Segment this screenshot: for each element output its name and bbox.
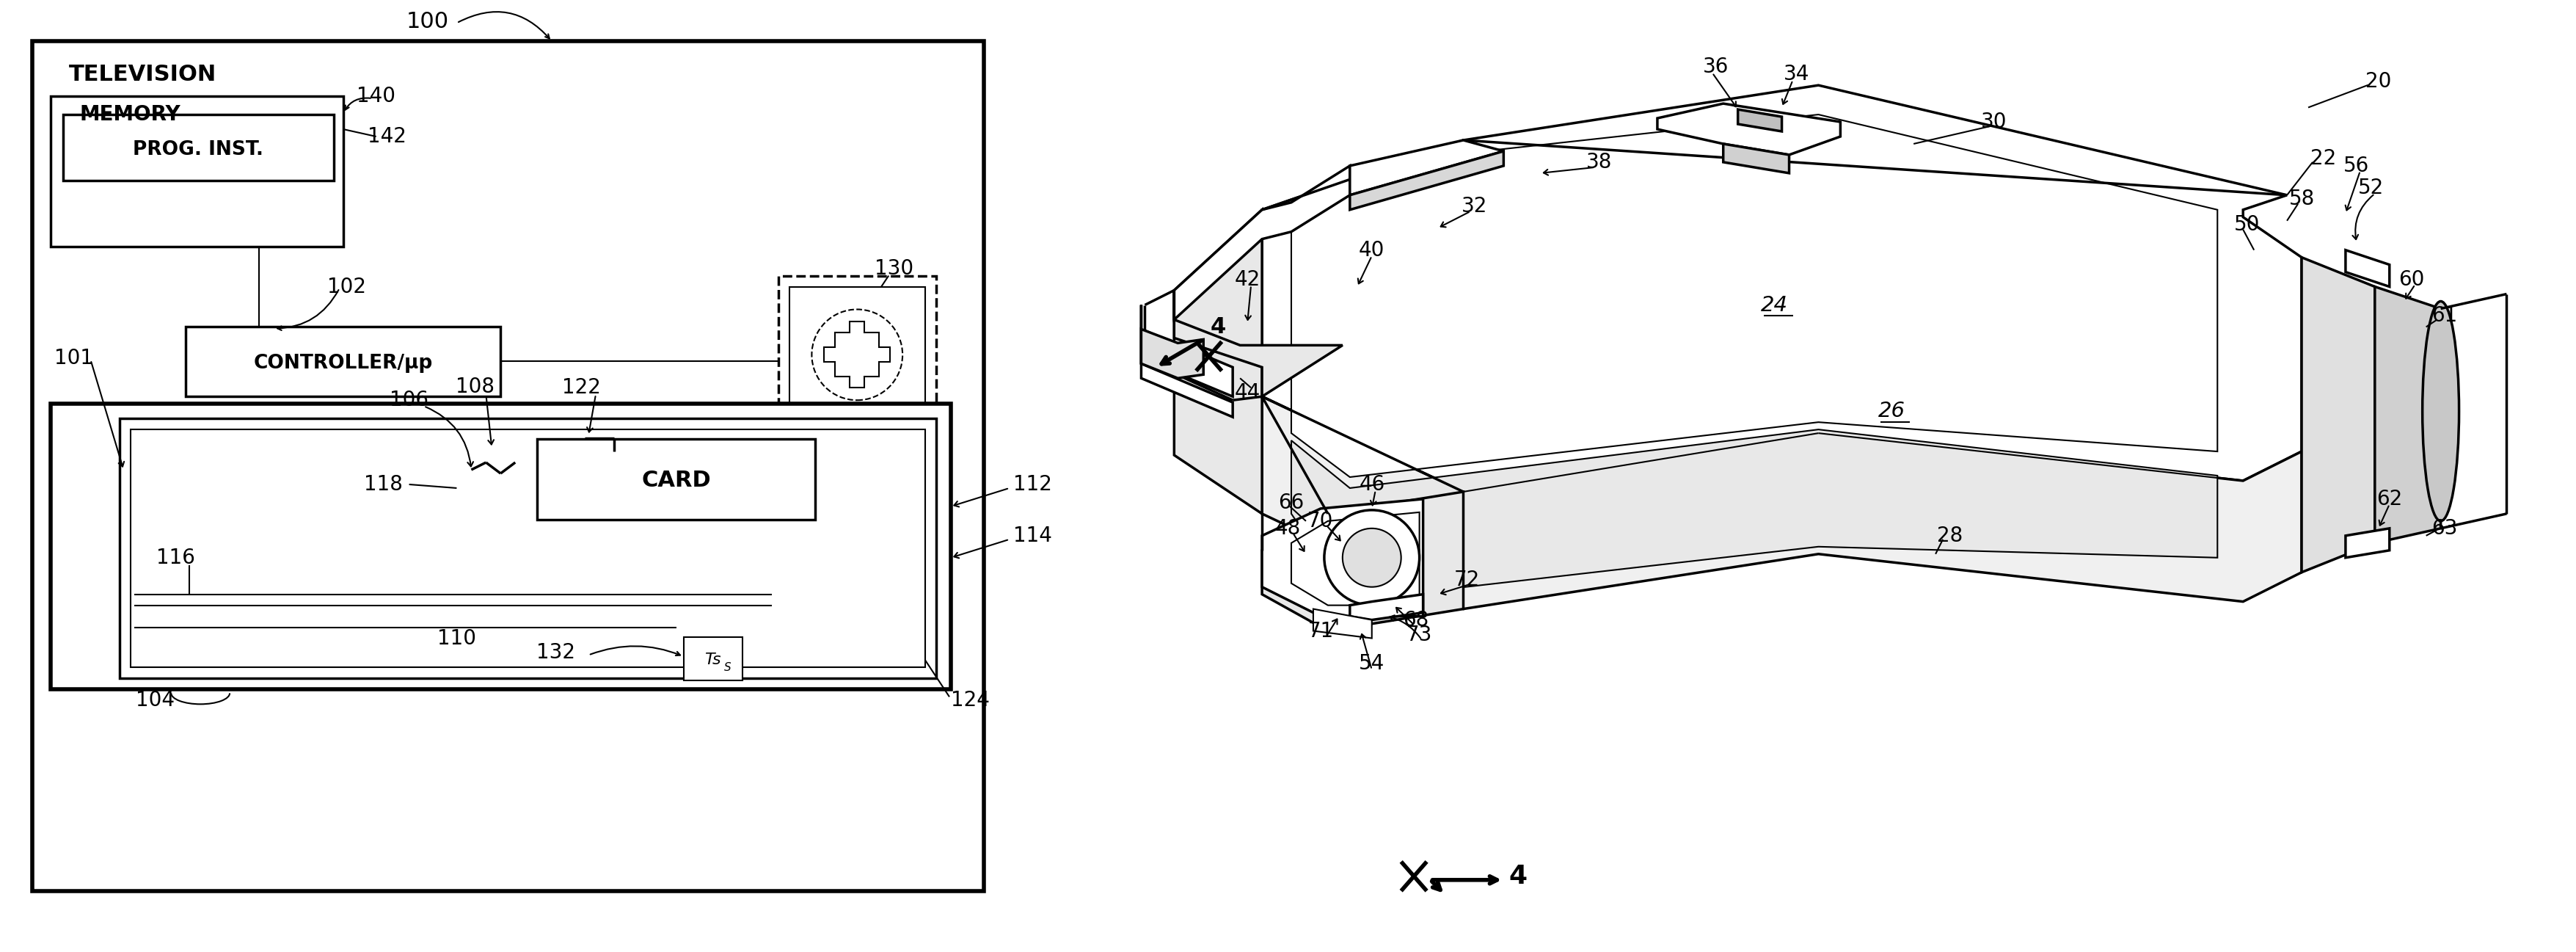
Text: 108: 108 [456,377,495,397]
Text: Ts: Ts [703,653,721,667]
Polygon shape [1656,104,1839,155]
Text: 112: 112 [1012,474,1051,495]
Text: CONTROLLER/μp: CONTROLLER/μp [252,354,433,373]
Text: CARD: CARD [641,470,711,491]
Circle shape [1342,528,1401,587]
Text: 22: 22 [2311,149,2336,169]
Polygon shape [1723,144,1788,173]
Text: 118: 118 [363,474,402,495]
Text: 66: 66 [1278,492,1303,513]
Polygon shape [1141,305,1231,417]
Polygon shape [1350,594,1422,620]
Polygon shape [1144,330,1231,397]
Polygon shape [2344,528,2388,558]
Polygon shape [1175,209,1262,514]
Polygon shape [1262,397,2300,609]
Text: 61: 61 [2432,306,2458,327]
Polygon shape [1175,166,1350,320]
Text: 4: 4 [1510,863,1528,889]
Text: 60: 60 [2398,269,2424,289]
Bar [131,429,925,667]
Text: 70: 70 [1306,511,1334,531]
Text: 56: 56 [2344,155,2370,176]
Text: 28: 28 [1937,526,1963,545]
Text: 34: 34 [1783,64,1808,85]
Polygon shape [2344,250,2388,287]
Bar [121,419,935,679]
Polygon shape [1291,512,1419,605]
Text: 140: 140 [355,86,397,107]
Polygon shape [1262,86,2300,492]
Bar [778,276,935,433]
Text: S: S [724,662,732,673]
Polygon shape [2300,257,2375,572]
Polygon shape [1350,151,1504,209]
Text: 32: 32 [1461,196,1486,216]
Text: TELEVISION: TELEVISION [70,64,216,85]
Ellipse shape [2421,302,2458,521]
Text: PROG. INST.: PROG. INST. [134,140,263,159]
Text: 132: 132 [536,643,574,664]
Polygon shape [2375,287,2439,543]
Polygon shape [1314,609,1370,638]
Bar [185,327,500,397]
Text: 73: 73 [1406,625,1432,645]
Text: 52: 52 [2357,177,2383,198]
Polygon shape [1350,140,1504,195]
Text: 130: 130 [873,258,912,279]
Text: 68: 68 [1401,609,1427,630]
Text: 44: 44 [1234,383,1260,403]
Text: 24: 24 [1759,295,1788,315]
Text: 101: 101 [54,348,93,368]
Text: 4: 4 [1211,316,1226,338]
Text: 116: 116 [157,547,196,568]
Bar [52,404,951,689]
Circle shape [811,309,902,400]
Text: 48: 48 [1275,518,1301,539]
Bar [52,96,343,247]
Text: 102: 102 [327,276,366,297]
Bar [536,439,814,520]
Text: 50: 50 [2233,214,2259,235]
Text: 38: 38 [1584,152,1613,172]
Text: 30: 30 [1981,111,2007,132]
Text: 63: 63 [2432,518,2458,539]
Polygon shape [1291,429,2218,600]
Text: 122: 122 [562,377,600,398]
Text: 62: 62 [2375,488,2401,509]
Text: MEMORY: MEMORY [80,105,180,125]
Text: 142: 142 [368,127,407,147]
Text: 54: 54 [1358,654,1383,674]
Polygon shape [824,322,889,387]
Text: 100: 100 [407,10,448,32]
Text: 36: 36 [1703,57,1728,77]
Polygon shape [1291,114,2218,477]
Text: 114: 114 [1012,526,1051,545]
Polygon shape [1175,290,1342,397]
Text: 104: 104 [137,690,175,711]
Bar [31,41,984,891]
Text: 110: 110 [438,628,477,648]
Bar [62,114,332,181]
Bar [791,287,925,422]
Text: 46: 46 [1358,474,1383,495]
Text: 26: 26 [1878,401,1904,422]
Text: 124: 124 [951,690,989,711]
Circle shape [1324,510,1419,605]
Text: 20: 20 [2365,71,2391,91]
Polygon shape [1262,499,1422,616]
Polygon shape [1262,492,1463,631]
Polygon shape [1736,109,1783,131]
Text: 72: 72 [1453,569,1479,590]
Text: 106: 106 [389,390,428,410]
Text: 58: 58 [2287,188,2313,209]
Text: 71: 71 [1306,621,1334,642]
Text: 42: 42 [1234,269,1260,289]
Polygon shape [1141,329,1203,378]
Bar [683,637,742,681]
Text: 40: 40 [1358,240,1383,260]
